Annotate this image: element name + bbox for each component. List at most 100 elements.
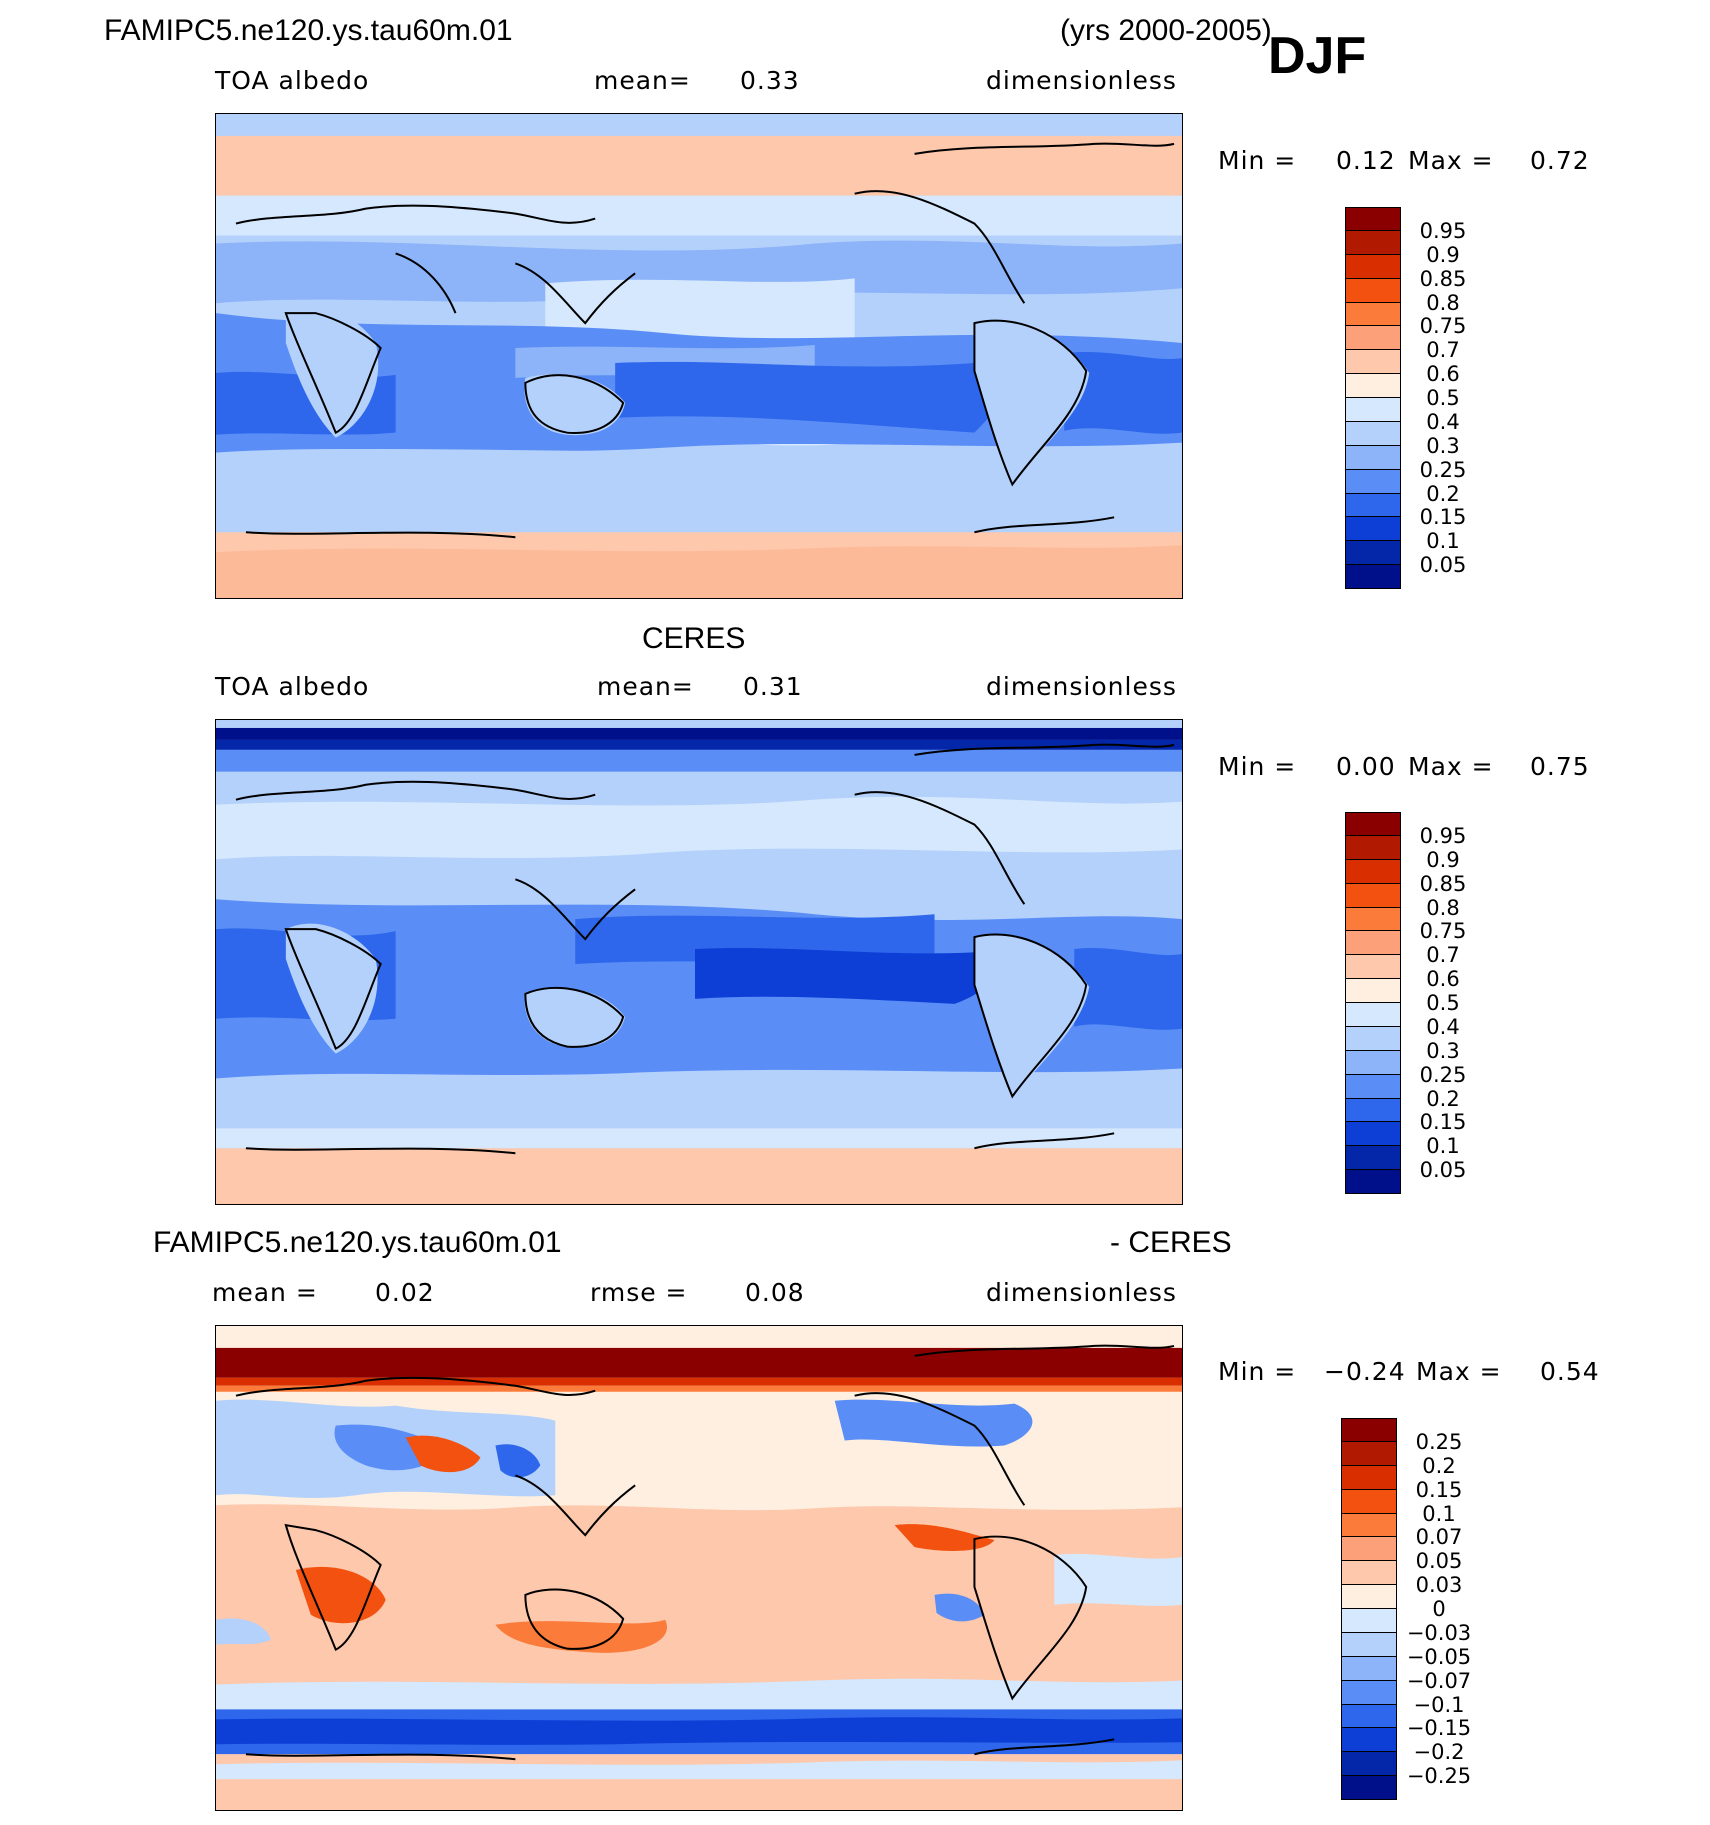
colorbar-swatch: [1345, 565, 1401, 589]
colorbar-swatch: [1345, 907, 1401, 932]
colorbar-swatch: [1345, 469, 1401, 494]
panel3-max-label: Max =: [1416, 1357, 1502, 1386]
colorbar-swatch: [1345, 955, 1401, 980]
panel2-units: dimensionless: [986, 672, 1177, 701]
panel3-rmse-label: rmse =: [590, 1278, 688, 1307]
colorbar-swatch: [1345, 883, 1401, 908]
panel3-title-left: FAMIPC5.ne120.ys.tau60m.01: [153, 1226, 562, 1259]
colorbar-swatch: [1341, 1513, 1397, 1538]
colorbar-tick-label: −0.1: [1413, 1692, 1465, 1717]
colorbar-swatch: [1341, 1776, 1397, 1800]
colorbar-tick-label: 0.95: [1419, 823, 1467, 848]
colorbar-swatch: [1345, 326, 1401, 351]
colorbar-swatch: [1341, 1418, 1397, 1442]
colorbar-swatch: [1341, 1656, 1397, 1681]
colorbar-tick-label: 0: [1432, 1597, 1446, 1621]
colorbar-swatch: [1345, 1003, 1401, 1027]
colorbar-swatch: [1345, 230, 1401, 255]
panel1-variable: TOA albedo: [215, 66, 370, 95]
years-label: (yrs 2000-2005): [1060, 14, 1272, 47]
colorbar-swatch: [1341, 1561, 1397, 1586]
panel2-variable: TOA albedo: [215, 672, 370, 701]
colorbar-swatch: [1345, 421, 1401, 446]
colorbar-tick-label: 0.25: [1419, 457, 1467, 482]
colorbar-swatch: [1345, 1122, 1401, 1147]
colorbar-swatch: [1341, 1680, 1397, 1705]
colorbar-swatch: [1345, 1146, 1401, 1171]
panel3-rmse-value: 0.08: [745, 1278, 805, 1307]
colorbar-swatch: [1345, 374, 1401, 398]
colorbar-tick-label: 0.7: [1426, 943, 1460, 968]
colorbar-swatch: [1341, 1704, 1397, 1729]
colorbar-swatch: [1345, 541, 1401, 566]
panel2-max-label: Max =: [1408, 752, 1494, 781]
season-label: DJF: [1268, 27, 1367, 85]
panel1-min-value: 0.12: [1336, 146, 1396, 175]
colorbar-swatch: [1341, 1632, 1397, 1657]
panel3-mean-label: mean =: [212, 1278, 318, 1307]
colorbar-tick-label: 0.3: [1426, 433, 1460, 458]
colorbar-swatch: [1341, 1489, 1397, 1514]
colorbar-tick-label: 0.6: [1426, 362, 1460, 387]
colorbar-swatch: [1345, 254, 1401, 279]
colorbar-tick-label: 0.25: [1419, 1062, 1467, 1087]
panel3-colorbar: 0.25 0.2 0.15 0.1 0.07 0.05 0.03 0 −0.03 −0.05 −0.…: [1341, 1418, 1491, 1800]
colorbar-swatch: [1345, 207, 1401, 231]
colorbar-tick-label: 0.5: [1426, 386, 1460, 410]
panel1-max-label: Max =: [1408, 146, 1494, 175]
colorbar-tick-label: 0.8: [1426, 895, 1460, 920]
colorbar-swatch: [1345, 493, 1401, 518]
panel3-mean-value: 0.02: [375, 1278, 435, 1307]
colorbar-tick-label: 0.3: [1426, 1038, 1460, 1063]
colorbar-swatch: [1345, 445, 1401, 470]
colorbar-tick-label: 0.1: [1422, 1501, 1456, 1526]
panel3-min-value: −0.24: [1324, 1357, 1406, 1386]
colorbar-tick-label: −0.2: [1413, 1740, 1465, 1765]
colorbar-tick-label: 0.1: [1426, 529, 1460, 554]
colorbar-tick-label: 0.4: [1426, 1014, 1460, 1039]
colorbar-swatch: [1341, 1441, 1397, 1466]
colorbar-tick-label: 0.15: [1419, 1110, 1467, 1135]
colorbar-tick-label: 0.85: [1419, 266, 1467, 291]
colorbar-swatch: [1345, 859, 1401, 884]
colorbar-swatch: [1345, 1074, 1401, 1099]
colorbar-swatch: [1345, 350, 1401, 375]
colorbar-swatch: [1345, 1050, 1401, 1075]
colorbar-tick-label: 0.15: [1419, 505, 1467, 530]
colorbar-tick-label: 0.75: [1419, 919, 1467, 944]
colorbar-tick-label: 0.4: [1426, 409, 1460, 434]
panel1-map: [215, 113, 1183, 599]
panel2-map: [215, 719, 1183, 1205]
panel3-max-value: 0.54: [1540, 1357, 1600, 1386]
colorbar-tick-label: 0.05: [1419, 1158, 1467, 1183]
panel2-title: CERES: [642, 622, 746, 655]
colorbar-swatch: [1345, 278, 1401, 303]
colorbar-tick-label: 0.07: [1415, 1525, 1463, 1550]
colorbar-tick-label: 0.25: [1415, 1429, 1463, 1454]
colorbar-tick-label: 0.2: [1426, 1086, 1460, 1111]
colorbar-tick-label: −0.15: [1406, 1716, 1472, 1741]
colorbar-swatch: [1345, 979, 1401, 1003]
panel2-mean-value: 0.31: [743, 672, 803, 701]
colorbar-swatch: [1341, 1609, 1397, 1633]
panel3-units: dimensionless: [986, 1278, 1177, 1307]
panel3-min-label: Min =: [1218, 1357, 1297, 1386]
panel1-mean-value: 0.33: [740, 66, 800, 95]
colorbar-tick-label: 0.2: [1426, 481, 1460, 506]
case-title: FAMIPC5.ne120.ys.tau60m.01: [104, 14, 513, 47]
panel2-min-value: 0.00: [1336, 752, 1396, 781]
colorbar-tick-label: 0.03: [1415, 1573, 1463, 1598]
panel2-colorbar: 0.95 0.9 0.85 0.8 0.75 0.7 0.6 0.5 0.4 0.3 0.25 0.2…: [1345, 812, 1485, 1194]
colorbar-tick-label: 0.75: [1419, 314, 1467, 339]
colorbar-tick-label: 0.15: [1415, 1477, 1463, 1502]
colorbar-tick-label: 0.95: [1419, 218, 1467, 243]
colorbar-swatch: [1345, 1098, 1401, 1123]
colorbar-tick-label: −0.25: [1406, 1764, 1472, 1789]
panel1-max-value: 0.72: [1530, 146, 1590, 175]
colorbar-swatch: [1345, 1170, 1401, 1194]
colorbar-tick-label: 0.9: [1426, 847, 1460, 872]
colorbar-tick-label: 0.9: [1426, 242, 1460, 267]
colorbar-swatch: [1341, 1585, 1397, 1609]
colorbar-tick-label: −0.03: [1406, 1620, 1472, 1645]
panel2-max-value: 0.75: [1530, 752, 1590, 781]
